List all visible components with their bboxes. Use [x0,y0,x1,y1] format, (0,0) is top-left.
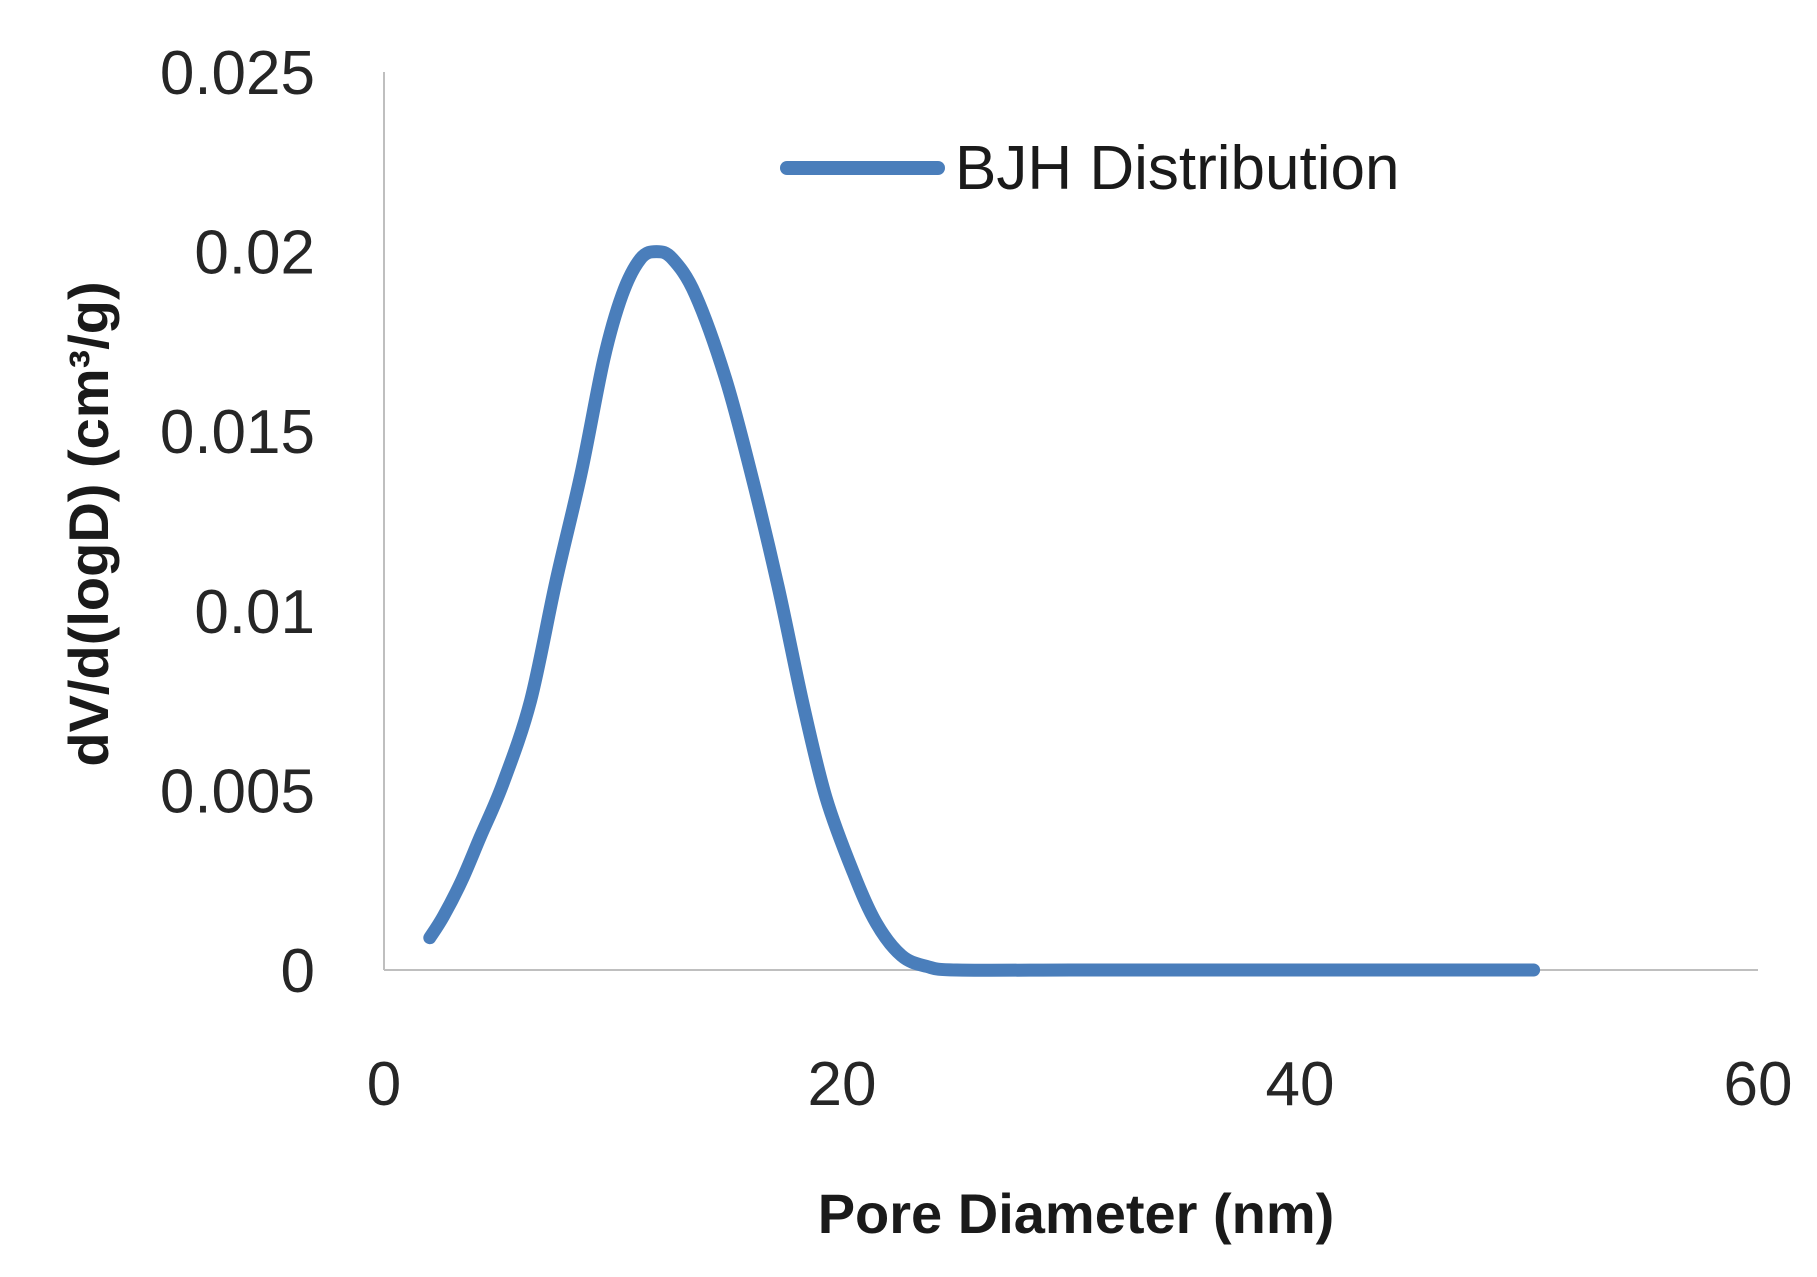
plot-area [423,245,1541,977]
legend-label: BJH Distribution [955,134,1399,203]
x-tick-label: 40 [1266,1050,1335,1119]
y-tick-label: 0.015 [160,398,315,467]
x-tick-label: 60 [1724,1050,1793,1119]
y-tick-label: 0.02 [194,219,315,288]
y-tick-label: 0.025 [160,39,315,108]
y-tick-label: 0.01 [194,578,315,647]
tick-labels: 0 20 40 60 0 0.005 0.01 0.015 0.02 0.025 [160,39,1793,1119]
legend: BJH Distribution [780,134,1399,203]
x-axis-title: Pore Diameter (nm) [818,1182,1335,1245]
y-axis-title: dV/d(logD) (cm³/g) [57,281,120,766]
x-tick-label: 20 [808,1050,877,1119]
series-line-bjh-distribution [423,245,1541,977]
y-tick-label: 0 [281,937,315,1006]
y-tick-label: 0.005 [160,757,315,826]
x-tick-label: 0 [367,1050,401,1119]
